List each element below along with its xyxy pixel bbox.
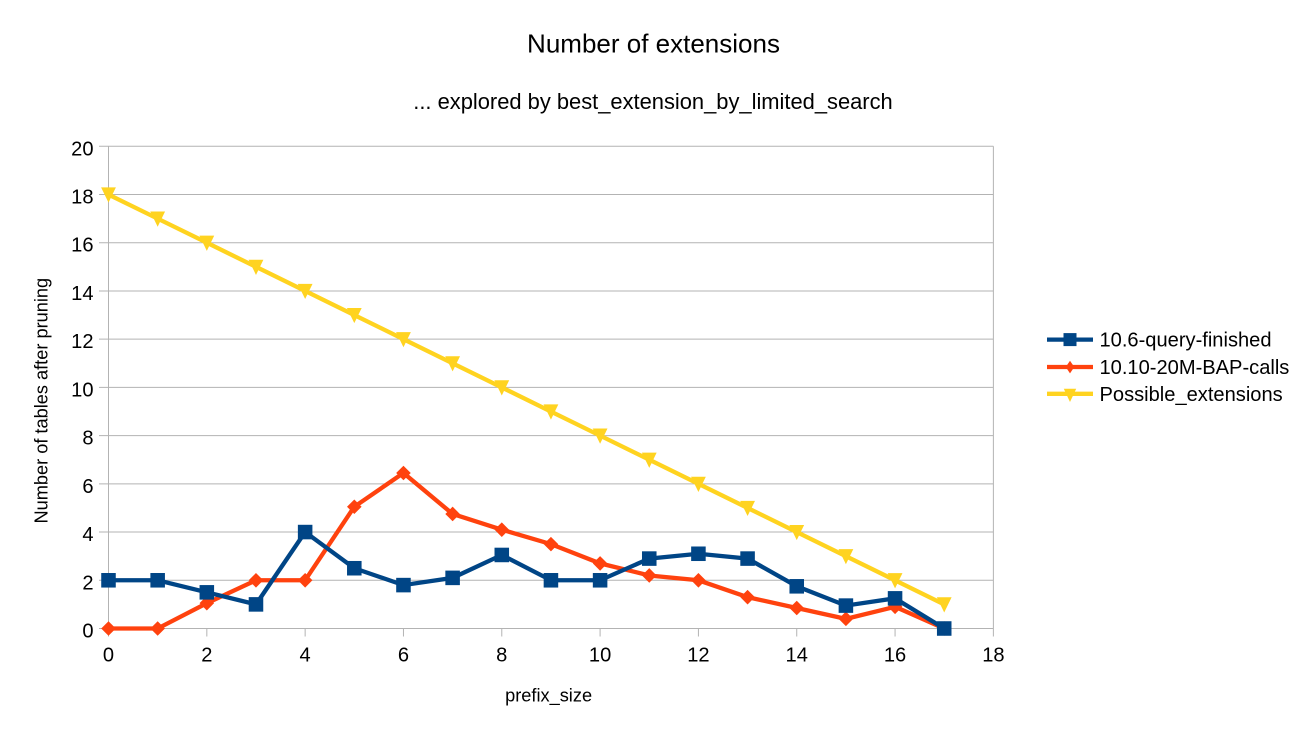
svg-text:16: 16 [884, 644, 906, 666]
svg-text:6: 6 [398, 644, 409, 666]
svg-text:8: 8 [496, 644, 507, 666]
svg-text:10: 10 [71, 379, 93, 401]
svg-text:Number of extensions: Number of extensions [527, 28, 780, 58]
svg-text:16: 16 [71, 235, 93, 257]
svg-text:prefix_size: prefix_size [505, 686, 592, 707]
svg-text:12: 12 [71, 331, 93, 353]
svg-text:... explored by best_extension: ... explored by best_extension_by_limite… [413, 89, 892, 114]
svg-text:18: 18 [71, 187, 93, 209]
svg-text:8: 8 [82, 428, 93, 450]
svg-text:2: 2 [201, 644, 212, 666]
svg-text:0: 0 [103, 644, 114, 666]
svg-text:10.10-20M-BAP-calls: 10.10-20M-BAP-calls [1100, 357, 1290, 379]
svg-text:14: 14 [786, 644, 808, 666]
svg-text:0: 0 [82, 621, 93, 643]
svg-text:12: 12 [687, 644, 709, 666]
svg-text:2: 2 [82, 572, 93, 594]
svg-text:14: 14 [71, 283, 93, 305]
svg-text:4: 4 [82, 524, 93, 546]
svg-text:10: 10 [589, 644, 611, 666]
svg-text:18: 18 [982, 644, 1004, 666]
svg-text:6: 6 [82, 476, 93, 498]
svg-text:10.6-query-finished: 10.6-query-finished [1100, 330, 1272, 352]
svg-text:Possible_extensions: Possible_extensions [1100, 384, 1283, 406]
svg-text:4: 4 [300, 644, 311, 666]
svg-text:Number of tables after pruning: Number of tables after pruning [31, 278, 51, 524]
svg-text:20: 20 [71, 138, 93, 160]
